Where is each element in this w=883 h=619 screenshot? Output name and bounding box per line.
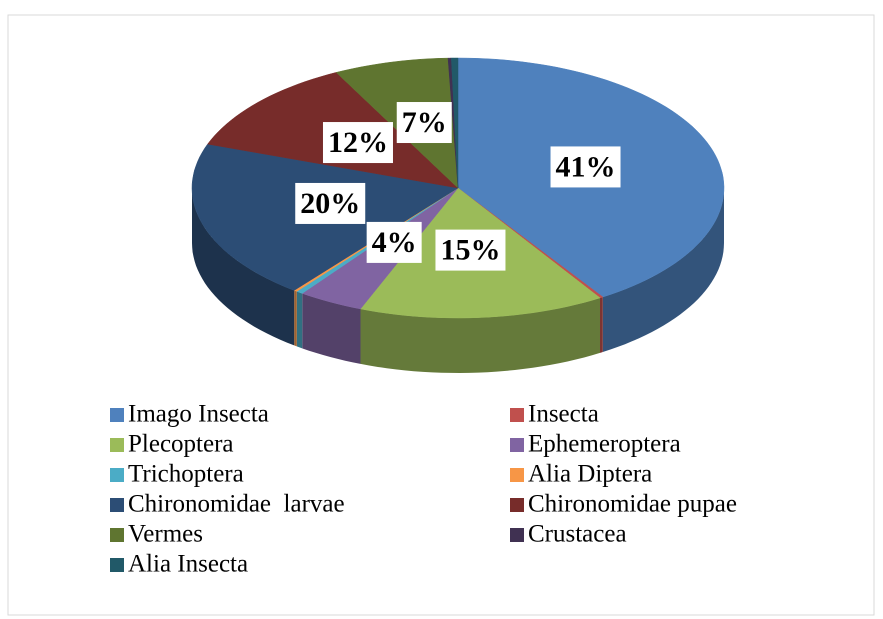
legend-label: Chironomidae larvae — [128, 491, 345, 518]
legend-swatch — [110, 528, 124, 542]
data-label: 41% — [556, 150, 616, 183]
slice-side — [192, 188, 295, 346]
slice-side — [360, 297, 600, 373]
legend-swatch — [110, 468, 124, 482]
slice-side — [296, 291, 303, 349]
data-label: 15% — [440, 234, 500, 267]
legend-swatch — [510, 498, 524, 512]
data-label: 12% — [328, 126, 388, 159]
slice — [451, 57, 459, 189]
data-label-box — [396, 102, 452, 144]
slice-side — [294, 290, 297, 347]
legend-label: Crustacea — [528, 521, 627, 548]
legend-swatch — [110, 438, 124, 452]
data-label-box — [550, 146, 621, 188]
legend-swatch — [510, 408, 524, 422]
legend-swatch — [510, 528, 524, 542]
data-label: 7% — [402, 106, 447, 139]
legend-swatch — [110, 498, 124, 512]
data-label-box — [295, 182, 366, 224]
slice-side — [302, 293, 361, 364]
slice-side — [602, 188, 724, 352]
slice-side — [600, 297, 603, 353]
legend-label: Ephemeroptera — [528, 431, 681, 458]
data-label-box — [435, 229, 506, 271]
data-label-box — [322, 122, 393, 164]
legend-swatch — [110, 558, 124, 572]
legend-label: Trichoptera — [128, 461, 244, 488]
legend-label: Vermes — [128, 521, 203, 548]
data-label-box — [366, 221, 422, 263]
data-label: 20% — [300, 187, 360, 220]
legend-swatch — [510, 438, 524, 452]
legend-label: Alia Insecta — [128, 551, 248, 578]
legend-swatch — [510, 468, 524, 482]
legend-swatch — [110, 408, 124, 422]
legend-label: Plecoptera — [128, 431, 234, 458]
data-label: 4% — [372, 226, 417, 259]
legend-label: Insecta — [528, 401, 599, 428]
legend-label: Alia Diptera — [528, 461, 652, 488]
legend-label: Chironomidae pupae — [528, 491, 737, 518]
legend-label: Imago Insecta — [128, 401, 269, 428]
